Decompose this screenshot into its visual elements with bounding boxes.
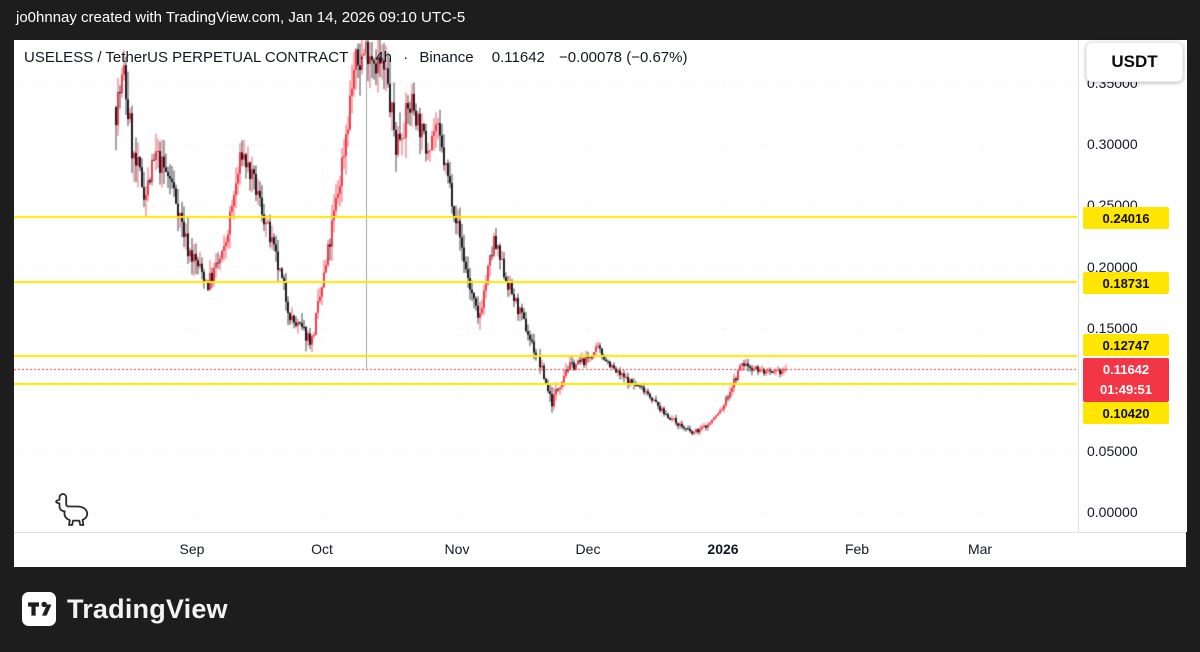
chart-legend[interactable]: USELESS / TetherUS PERPETUAL CONTRACT · … xyxy=(24,49,687,66)
price-tick-label: 0.20000 xyxy=(1087,258,1138,275)
chart-plot-area: USELESS / TetherUS PERPETUAL CONTRACT · … xyxy=(14,40,1077,532)
time-axis[interactable]: Sep Oct Nov Dec 2026 Feb Mar xyxy=(14,532,1186,567)
attribution-text: jo0hnnay created with TradingView.com, J… xyxy=(16,9,466,26)
price-tick-label: 0.15000 xyxy=(1087,319,1138,336)
candlestick-chart[interactable] xyxy=(14,40,1077,532)
price-level-label: 0.12747 xyxy=(1083,334,1169,356)
symbol-title: USELESS / TetherUS PERPETUAL CONTRACT xyxy=(24,49,348,66)
price-level-label: 0.10420 xyxy=(1083,402,1169,424)
chart-frame: USELESS / TetherUS PERPETUAL CONTRACT · … xyxy=(14,40,1187,567)
time-axis-label: Mar xyxy=(967,541,993,557)
time-axis-label: Nov xyxy=(444,541,470,557)
current-price-label: 0.11642 01:49:51 xyxy=(1083,358,1169,402)
tradingview-wordmark: TradingView xyxy=(67,593,228,624)
price-tick-label: 0.05000 xyxy=(1087,442,1138,459)
currency-toggle-button[interactable]: USDT xyxy=(1086,42,1183,82)
time-axis-label: Dec xyxy=(575,541,601,557)
price-tick-label: 0.00000 xyxy=(1087,504,1138,520)
exchange-label: Binance xyxy=(419,49,474,66)
price-axis[interactable]: 0.11642 01:49:51 0.35000 0.30000 0.25000 0.… xyxy=(1078,40,1187,532)
time-axis-label: Sep xyxy=(179,541,205,557)
price-tick-label: 0.30000 xyxy=(1087,135,1138,152)
dino-watermark-icon xyxy=(55,493,89,526)
time-axis-label: Oct xyxy=(311,541,333,557)
tradingview-branding[interactable]: TradingView xyxy=(22,592,228,626)
legend-separator: · xyxy=(359,49,365,66)
legend-separator: · xyxy=(403,49,409,66)
interval-label: 4h xyxy=(375,49,393,66)
last-price-value: 0.11642 xyxy=(491,49,545,66)
time-axis-label: 2026 xyxy=(707,541,739,557)
current-price-value: 0.11642 xyxy=(1102,361,1150,377)
countdown-timer: 01:49:51 xyxy=(1099,382,1153,397)
time-axis-label: Feb xyxy=(844,541,870,557)
price-level-label: 0.24016 xyxy=(1083,207,1169,229)
price-change-value: −0.00078 (−0.67%) xyxy=(559,49,688,66)
tradingview-logo-icon xyxy=(22,592,56,626)
price-level-label: 0.18731 xyxy=(1083,272,1169,294)
